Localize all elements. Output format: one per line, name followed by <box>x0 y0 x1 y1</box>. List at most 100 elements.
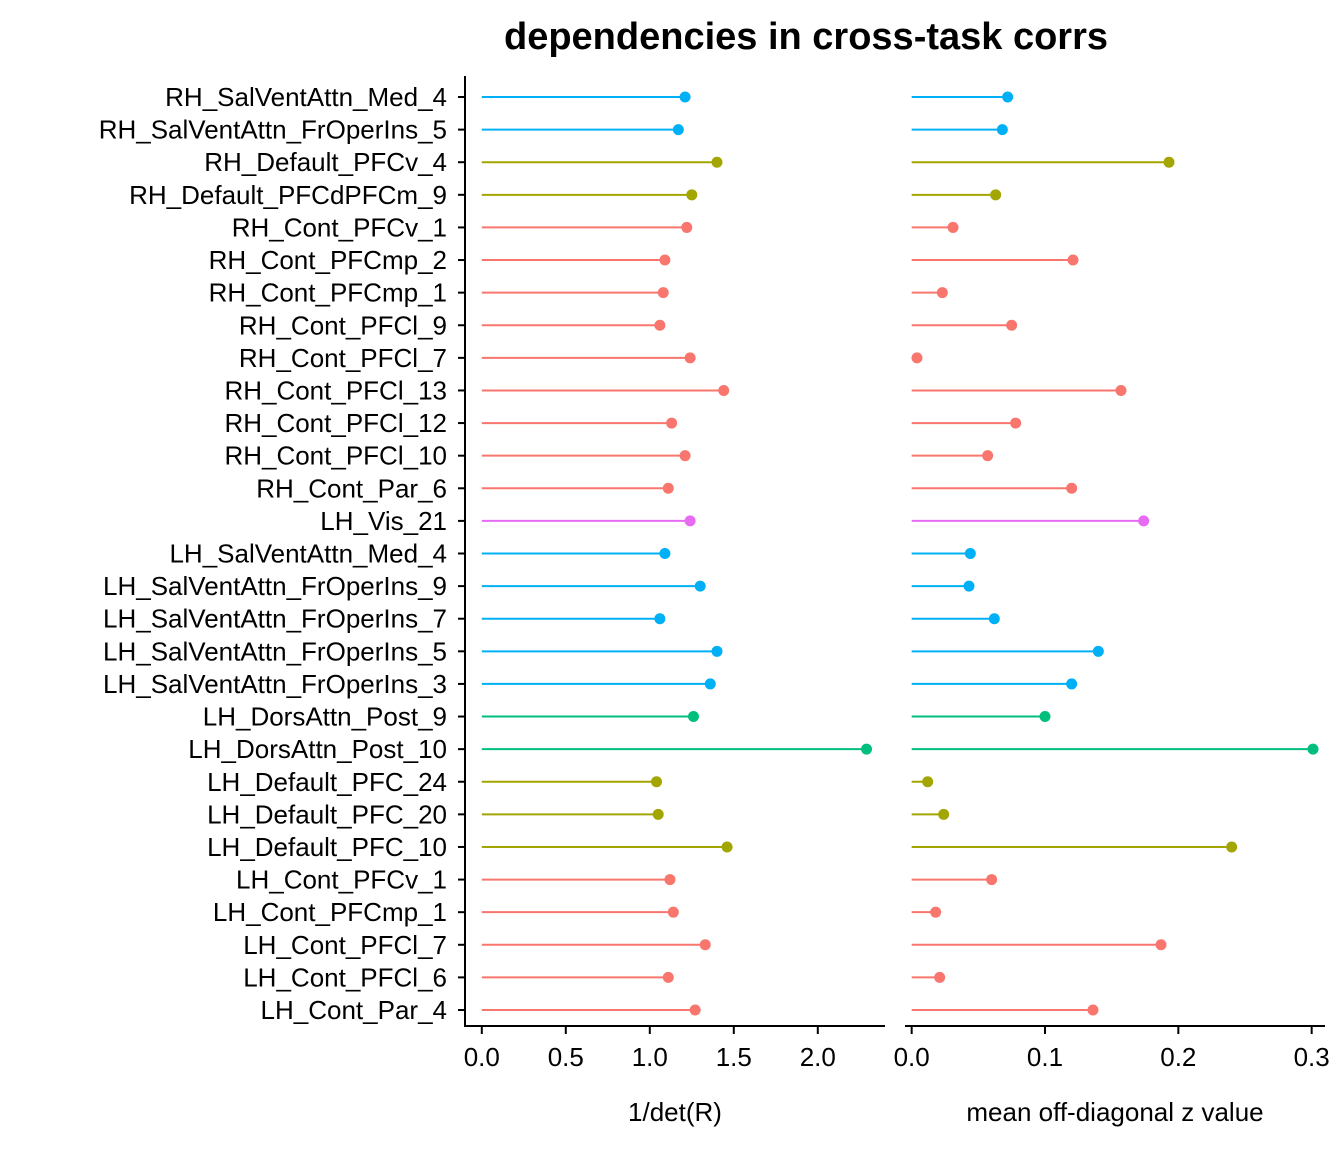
x-tick-label: 0.0 <box>464 1042 500 1072</box>
lollipop-point <box>684 515 696 527</box>
lollipop-point <box>938 808 950 820</box>
lollipop-point <box>679 450 691 462</box>
lollipop-point <box>689 1004 701 1016</box>
x-axis-title: 1/det(R) <box>628 1097 722 1127</box>
lollipop-point <box>1138 515 1150 527</box>
lollipop-point <box>1307 743 1319 755</box>
category-label: RH_Default_PFCdPFCm_9 <box>129 180 447 210</box>
lollipop-point <box>721 841 733 853</box>
lollipop-point <box>686 189 698 201</box>
category-label: LH_Vis_21 <box>320 506 447 536</box>
lollipop-point <box>1155 939 1167 951</box>
lollipop-point <box>996 124 1008 136</box>
panel-det: 0.0 0.5 1.0 1.5 2.0 1/det(R) <box>464 76 885 1127</box>
x-tick-label: 0.3 <box>1294 1042 1330 1072</box>
lollipop-point <box>704 678 716 690</box>
lollipop-point <box>672 124 684 136</box>
lollipop-point <box>1002 91 1014 103</box>
category-label: RH_Cont_PFCl_13 <box>224 375 447 405</box>
lollipop-point <box>654 613 666 625</box>
x-tick-label: 0.0 <box>894 1042 930 1072</box>
lollipop-point <box>1087 1004 1099 1016</box>
chart-title: dependencies in cross-task corrs <box>504 16 1108 58</box>
lollipop-point <box>666 417 678 429</box>
category-label: RH_Cont_PFCmp_1 <box>209 278 447 308</box>
category-label: RH_Cont_PFCl_10 <box>224 441 447 471</box>
lollipop-point <box>1066 482 1078 494</box>
lollipop-point <box>711 156 723 168</box>
lollipop-point <box>659 548 671 559</box>
lollipop-point <box>936 287 948 299</box>
x-tick-label: 1.0 <box>632 1042 668 1072</box>
category-label: RH_Cont_PFCl_7 <box>239 343 447 373</box>
category-label: LH_Cont_PFCv_1 <box>236 865 447 895</box>
category-labels: RH_SalVentAttn_Med_4RH_SalVentAttn_FrOpe… <box>99 82 465 1025</box>
category-label: RH_SalVentAttn_Med_4 <box>165 82 447 112</box>
category-label: RH_SalVentAttn_FrOperIns_5 <box>99 115 447 145</box>
lollipop-point <box>718 384 730 396</box>
lollipop-point <box>1115 384 1127 396</box>
lollipop-point <box>1010 417 1022 429</box>
category-label: LH_SalVentAttn_FrOperIns_9 <box>103 571 447 601</box>
category-label: LH_Default_PFC_10 <box>207 832 447 862</box>
lollipop-point <box>986 874 998 886</box>
lollipop-point <box>662 482 674 494</box>
x-tick-label: 0.1 <box>1027 1042 1063 1072</box>
lollipop-point <box>934 971 946 983</box>
lollipop-point <box>657 287 669 299</box>
x-tick-label: 1.5 <box>716 1042 752 1072</box>
lollipop-point <box>990 189 1002 201</box>
lollipop-point <box>922 776 934 788</box>
category-label: LH_Default_PFC_24 <box>207 767 447 797</box>
x-tick-label: 0.2 <box>1160 1042 1196 1072</box>
lollipop-point <box>861 743 873 755</box>
lollipop-point <box>711 645 723 657</box>
lollipop-point <box>699 939 711 951</box>
lollipop-point <box>911 352 923 364</box>
lollipop-point <box>664 874 676 886</box>
category-label: LH_Cont_PFCl_7 <box>243 930 447 960</box>
lollipop-point <box>947 221 959 233</box>
x-tick-label: 0.5 <box>548 1042 584 1072</box>
category-label: LH_DorsAttn_Post_9 <box>203 702 447 732</box>
lollipop-point <box>1092 645 1104 657</box>
category-label: RH_Cont_PFCl_9 <box>239 310 447 340</box>
category-label: RH_Cont_PFCmp_2 <box>209 245 447 275</box>
lollipop-point <box>988 613 1000 625</box>
lollipop-point <box>652 808 664 820</box>
lollipop-point <box>684 352 696 364</box>
lollipop-point <box>662 971 674 983</box>
category-label: LH_SalVentAttn_FrOperIns_3 <box>103 669 447 699</box>
lollipop-point <box>681 221 693 233</box>
lollipop-point <box>964 548 976 559</box>
lollipop-point <box>1066 678 1078 690</box>
lollipop-point <box>687 711 699 723</box>
lollipop-point <box>679 91 691 103</box>
lollipop-point <box>1006 319 1018 331</box>
lollipop-point <box>651 776 663 788</box>
lollipop-point <box>667 906 679 918</box>
category-label: RH_Cont_PFCv_1 <box>232 212 447 242</box>
lollipop-point <box>982 450 994 462</box>
category-label: LH_DorsAttn_Post_10 <box>188 734 447 764</box>
category-label: RH_Cont_PFCl_12 <box>224 408 447 438</box>
lollipop-point <box>659 254 671 266</box>
lollipop-point <box>963 580 975 592</box>
lollipop-point <box>930 906 942 918</box>
lollipop-point <box>1163 156 1175 168</box>
category-label: LH_SalVentAttn_FrOperIns_7 <box>103 604 447 634</box>
lollipop-point <box>1226 841 1238 853</box>
category-label: LH_Cont_PFCmp_1 <box>213 897 447 927</box>
lollipop-point <box>654 319 666 331</box>
category-label: LH_SalVentAttn_Med_4 <box>169 539 447 569</box>
lollipop-point <box>1039 711 1051 723</box>
x-axis-title: mean off-diagonal z value <box>966 1097 1263 1127</box>
category-label: LH_Cont_Par_4 <box>261 995 447 1025</box>
x-tick-label: 2.0 <box>800 1042 836 1072</box>
category-label: LH_SalVentAttn_FrOperIns_5 <box>103 636 447 666</box>
category-label: LH_Default_PFC_20 <box>207 799 447 829</box>
category-label: RH_Default_PFCv_4 <box>204 147 447 177</box>
category-label: RH_Cont_Par_6 <box>256 473 447 503</box>
